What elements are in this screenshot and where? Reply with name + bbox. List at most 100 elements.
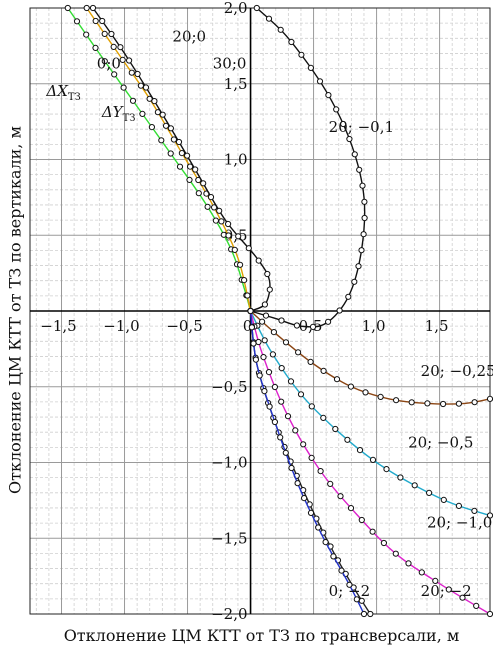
data-point xyxy=(383,466,390,473)
data-point xyxy=(237,261,244,268)
data-point xyxy=(271,418,278,426)
annotation-20-0-25: 20; −0,25 xyxy=(421,362,493,380)
data-point xyxy=(369,528,376,535)
data-point xyxy=(418,569,425,576)
data-point xyxy=(129,97,137,104)
data-point xyxy=(108,30,115,38)
data-point xyxy=(380,539,387,547)
data-point xyxy=(426,489,433,496)
data-point xyxy=(120,84,127,91)
data-point xyxy=(277,26,284,33)
y-tick-label: −1,0 xyxy=(211,454,247,472)
y-tick-label: −1,5 xyxy=(211,529,247,547)
data-point xyxy=(360,610,368,618)
data-point xyxy=(134,70,141,78)
data-point xyxy=(397,474,404,481)
data-point xyxy=(330,553,337,560)
x-axis-label: Отклонение ЦМ КТТ от ТЗ по трансверсали,… xyxy=(63,626,460,645)
data-point xyxy=(332,425,339,433)
data-point xyxy=(333,376,341,383)
data-point xyxy=(159,111,166,118)
data-point xyxy=(356,166,363,173)
data-point xyxy=(307,64,314,72)
data-point xyxy=(355,263,362,270)
data-point xyxy=(195,190,202,197)
data-point xyxy=(92,17,99,25)
data-point xyxy=(455,400,462,407)
data-point xyxy=(264,270,271,278)
data-point xyxy=(269,351,276,358)
annotation-20-0-1: 20; −0,1 xyxy=(329,118,394,136)
data-point xyxy=(265,15,273,22)
data-point xyxy=(346,135,353,143)
data-point xyxy=(175,138,183,146)
data-point xyxy=(408,399,415,406)
data-point xyxy=(308,454,315,461)
data-point xyxy=(83,4,90,12)
data-point xyxy=(178,150,185,157)
data-point xyxy=(361,214,368,222)
data-point xyxy=(184,152,191,159)
data-point xyxy=(167,125,174,132)
data-point xyxy=(117,44,124,51)
data-point xyxy=(278,317,285,324)
y-tick-label: −0,5 xyxy=(211,378,247,396)
data-point xyxy=(216,207,223,214)
data-point xyxy=(340,120,347,128)
annotations: 20;0 30;0 0;0 ΔXТЗ ΔYТЗ 20; −0,1 20; −0,25 20; … xyxy=(45,27,493,599)
data-point xyxy=(110,43,117,51)
y-tick-label: 2,0 xyxy=(224,0,248,17)
data-point xyxy=(266,286,273,293)
data-point xyxy=(287,378,295,385)
data-point xyxy=(245,245,252,252)
data-point xyxy=(300,441,307,448)
data-point xyxy=(261,388,268,395)
data-point xyxy=(459,594,466,601)
data-point xyxy=(235,233,242,240)
data-point xyxy=(294,480,301,487)
annotation-Y: ΔYТЗ xyxy=(101,103,136,124)
data-point xyxy=(353,596,360,603)
data-point xyxy=(148,124,155,131)
series-line-30-0 xyxy=(92,7,271,312)
data-point xyxy=(344,436,351,443)
data-point xyxy=(73,18,81,25)
data-point xyxy=(336,307,343,314)
data-point xyxy=(176,163,184,170)
data-point xyxy=(358,516,365,524)
data-point xyxy=(317,468,324,475)
data-point xyxy=(345,293,352,300)
annotation-20-1-0: 20; −1,0 xyxy=(427,514,492,532)
data-point xyxy=(270,329,277,336)
data-point xyxy=(297,391,305,398)
data-point xyxy=(347,383,354,390)
data-point xyxy=(247,307,254,315)
data-point xyxy=(200,180,207,187)
data-point xyxy=(351,151,358,158)
annotation-20-2: 20; −2 xyxy=(421,582,472,600)
data-point xyxy=(486,610,493,618)
data-point xyxy=(260,354,267,361)
data-point xyxy=(307,358,314,365)
data-point xyxy=(151,98,158,105)
data-point xyxy=(298,51,305,58)
data-point xyxy=(377,393,384,400)
data-point xyxy=(392,550,399,557)
data-point xyxy=(356,447,364,454)
series-20-0-1 xyxy=(247,4,368,330)
data-point xyxy=(282,449,289,456)
data-point xyxy=(362,389,369,396)
data-point xyxy=(278,365,285,372)
series-20-0 xyxy=(83,4,254,315)
data-point xyxy=(126,57,133,64)
data-point xyxy=(405,560,412,567)
annotation-0-2: 0; −2 xyxy=(329,582,370,600)
data-point xyxy=(315,524,322,531)
data-point xyxy=(259,318,266,325)
data-point xyxy=(244,292,251,299)
data-point xyxy=(256,372,263,379)
data-point xyxy=(128,69,135,76)
data-point xyxy=(255,338,262,346)
annotation-20-0: 20;0 xyxy=(172,27,206,45)
data-point xyxy=(333,106,340,113)
